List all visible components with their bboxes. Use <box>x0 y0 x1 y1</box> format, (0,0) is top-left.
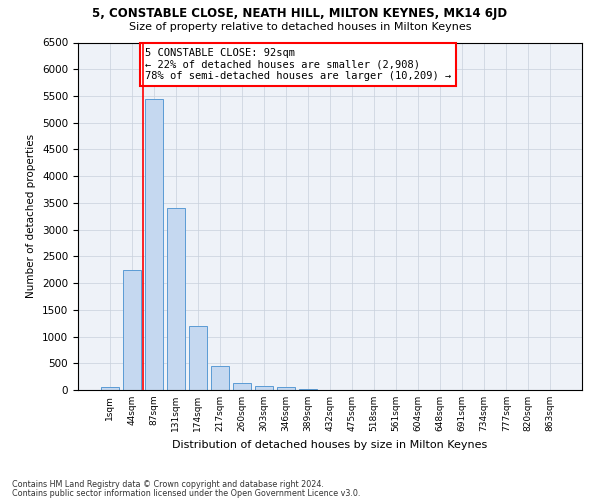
Bar <box>123 270 140 390</box>
Y-axis label: Number of detached properties: Number of detached properties <box>26 134 37 298</box>
Bar <box>255 386 273 390</box>
Bar <box>101 388 119 390</box>
Text: Contains HM Land Registry data © Crown copyright and database right 2024.: Contains HM Land Registry data © Crown c… <box>12 480 324 489</box>
Text: Contains public sector information licensed under the Open Government Licence v3: Contains public sector information licen… <box>12 489 361 498</box>
Text: Size of property relative to detached houses in Milton Keynes: Size of property relative to detached ho… <box>129 22 471 32</box>
Bar <box>145 98 163 390</box>
Bar <box>233 383 251 390</box>
Text: 5 CONSTABLE CLOSE: 92sqm
← 22% of detached houses are smaller (2,908)
78% of sem: 5 CONSTABLE CLOSE: 92sqm ← 22% of detach… <box>145 48 451 81</box>
Bar <box>277 388 295 390</box>
X-axis label: Distribution of detached houses by size in Milton Keynes: Distribution of detached houses by size … <box>172 440 488 450</box>
Bar <box>211 366 229 390</box>
Bar <box>167 208 185 390</box>
Bar <box>189 326 206 390</box>
Text: 5, CONSTABLE CLOSE, NEATH HILL, MILTON KEYNES, MK14 6JD: 5, CONSTABLE CLOSE, NEATH HILL, MILTON K… <box>92 8 508 20</box>
